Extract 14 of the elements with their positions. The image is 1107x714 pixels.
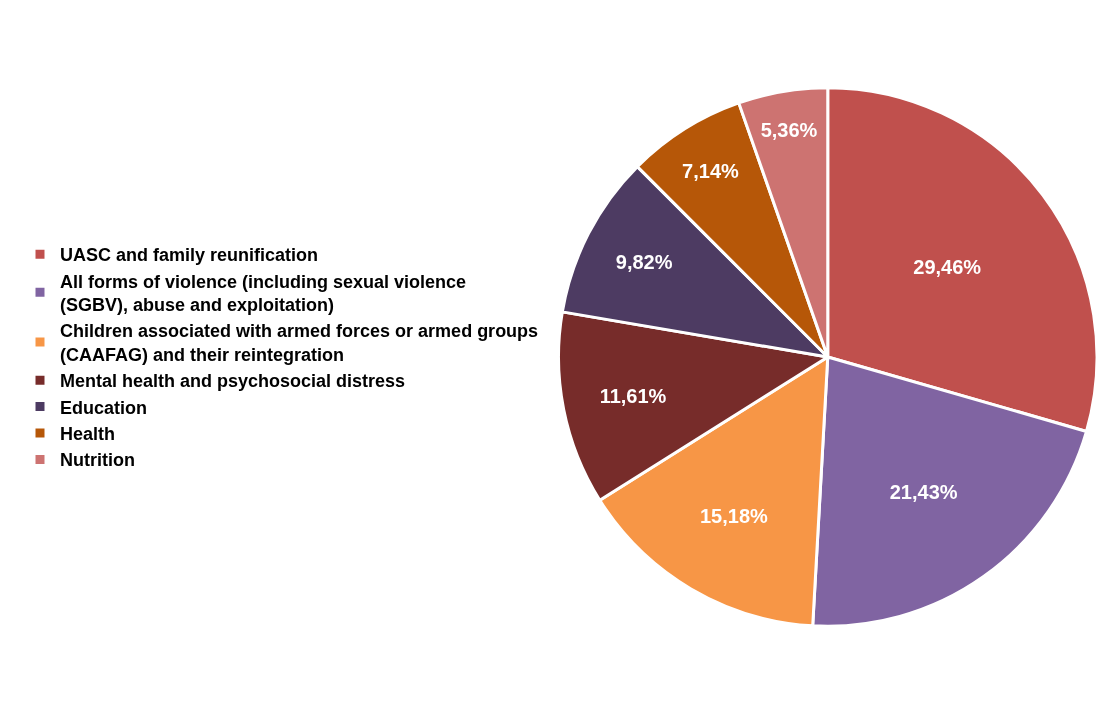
data-label: 5,36% [760,118,818,141]
data-label: 9,82% [615,251,673,274]
data-label: 11,61% [599,384,667,407]
legend-label: Health [60,424,116,445]
legend-label: Mental health and psychosocial distress [60,371,406,392]
legend-label: Children associated with armed forces or armed groups (CAAFAG) and their reintegration [60,321,539,365]
legend-label: UASC and family reunification [60,245,319,266]
legend-label: All forms of violence (including sexual violence (SGBV), abuse and exploitation) [60,271,467,316]
data-label: 21,43% [889,481,958,504]
data-label: 15,18% [699,504,769,527]
legend-label: Education [60,397,148,418]
data-label: 29,46% [913,255,982,278]
legend-label: Nutrition [60,450,135,471]
data-label: 7,14% [682,159,740,182]
